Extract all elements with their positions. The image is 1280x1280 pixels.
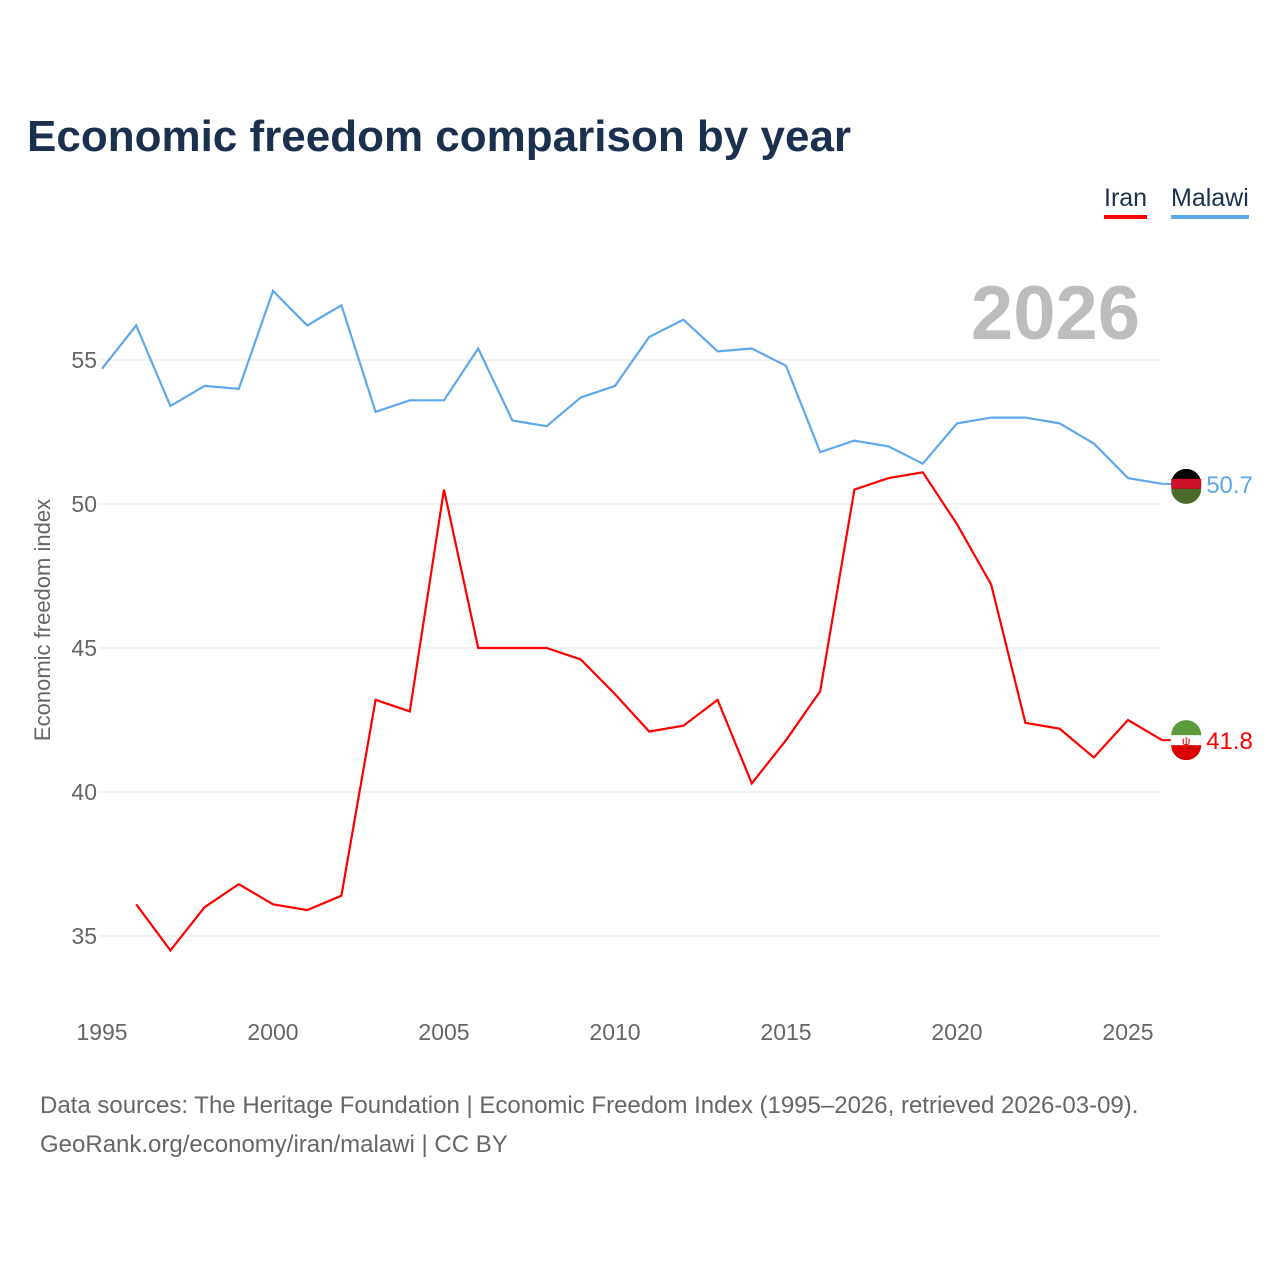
x-tick-label: 2000: [247, 1019, 298, 1045]
x-tick-label: 2010: [589, 1019, 640, 1045]
y-axis-label: Economic freedom index: [30, 499, 55, 741]
x-tick-label: 2020: [931, 1019, 982, 1045]
legend-iran[interactable]: Iran: [1104, 184, 1148, 219]
flag-stripe: [1171, 478, 1202, 489]
year-watermark: 2026: [970, 271, 1140, 356]
y-tick-label: 45: [71, 635, 97, 661]
end-value-label-malawi: 50.7: [1206, 472, 1253, 499]
series-line-malawi: [101, 288, 1163, 485]
series-line-iran: [135, 471, 1163, 953]
footer: Data sources: The Heritage Foundation | …: [40, 1086, 1138, 1164]
y-tick-label: 35: [71, 923, 97, 949]
flag-stripe: [1171, 745, 1202, 761]
end-value-label-iran: 41.8: [1206, 728, 1253, 755]
y-tick-label: 40: [71, 779, 97, 805]
y-tick-label: 55: [71, 347, 97, 373]
y-tick-label: 50: [71, 491, 97, 517]
x-tick-label: 2025: [1102, 1019, 1153, 1045]
data-sources: Data sources: The Heritage Foundation | …: [40, 1092, 1139, 1119]
x-tick-label: 1995: [76, 1019, 127, 1045]
chart-title: Economic freedom comparison by year: [27, 112, 852, 161]
x-tick-label: 2015: [760, 1019, 811, 1045]
attribution: GeoRank.org/economy/iran/malawi | CC BY: [40, 1131, 508, 1158]
flag-stripe: [1171, 720, 1202, 736]
flag-stripe: [1171, 488, 1202, 504]
flag-emblem: ψ: [1182, 734, 1191, 748]
x-tick-label: 2005: [418, 1019, 469, 1045]
legend-malawi[interactable]: Malawi: [1171, 184, 1249, 219]
